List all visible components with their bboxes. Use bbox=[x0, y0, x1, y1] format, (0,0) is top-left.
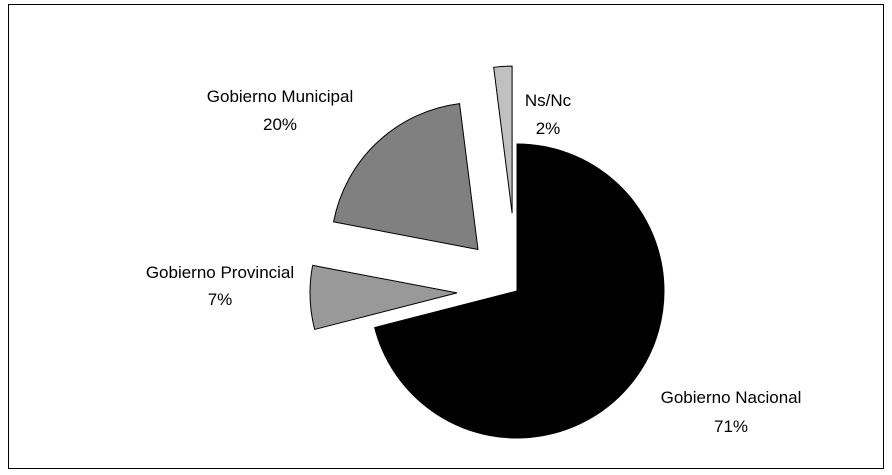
value-gobierno-provincial: 7% bbox=[208, 290, 233, 309]
slice-ns-nc bbox=[493, 65, 513, 214]
slice-gobierno-provincial bbox=[309, 264, 458, 331]
label-gobierno-provincial: Gobierno Provincial bbox=[146, 263, 294, 282]
slice-gobierno-municipal bbox=[332, 103, 479, 251]
label-gobierno-municipal: Gobierno Municipal bbox=[207, 87, 353, 106]
value-gobierno-nacional: 71% bbox=[714, 417, 748, 436]
pie-slices bbox=[309, 65, 665, 439]
pie-labels: Gobierno Nacional 71% Gobierno Provincia… bbox=[146, 87, 802, 436]
value-gobierno-municipal: 20% bbox=[263, 115, 297, 134]
value-ns-nc: 2% bbox=[536, 119, 561, 138]
label-ns-nc: Ns/Nc bbox=[525, 91, 572, 110]
label-gobierno-nacional: Gobierno Nacional bbox=[661, 388, 802, 407]
slice-gobierno-nacional bbox=[374, 143, 665, 439]
